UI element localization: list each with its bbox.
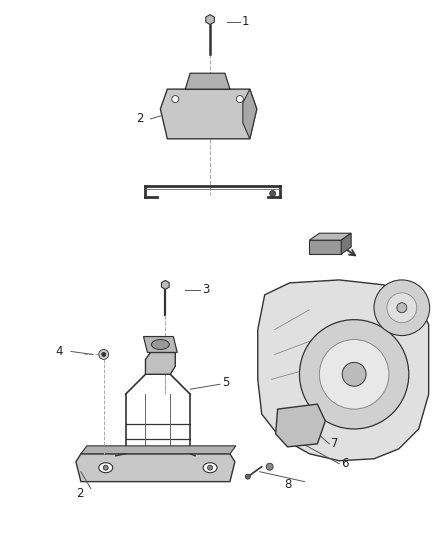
- Ellipse shape: [152, 340, 170, 350]
- Circle shape: [237, 95, 244, 102]
- Polygon shape: [145, 352, 175, 374]
- Text: FWD: FWD: [304, 243, 325, 252]
- Text: 5: 5: [222, 376, 230, 389]
- Circle shape: [397, 303, 407, 313]
- Polygon shape: [160, 89, 257, 139]
- Polygon shape: [206, 14, 214, 25]
- Text: 2: 2: [76, 487, 84, 500]
- Text: 4: 4: [56, 345, 63, 358]
- Polygon shape: [258, 280, 429, 461]
- Circle shape: [342, 362, 366, 386]
- Polygon shape: [309, 240, 341, 254]
- Polygon shape: [243, 89, 257, 139]
- Circle shape: [103, 465, 108, 470]
- Polygon shape: [76, 454, 235, 482]
- Circle shape: [300, 320, 409, 429]
- Circle shape: [319, 340, 389, 409]
- Polygon shape: [185, 73, 230, 89]
- Text: 1: 1: [242, 15, 249, 28]
- Text: 8: 8: [284, 478, 292, 491]
- Polygon shape: [309, 233, 351, 240]
- Circle shape: [270, 190, 276, 197]
- Polygon shape: [341, 233, 351, 254]
- Circle shape: [374, 280, 430, 336]
- Polygon shape: [276, 404, 325, 447]
- Circle shape: [387, 293, 417, 322]
- Text: 7: 7: [331, 438, 339, 450]
- Circle shape: [245, 474, 250, 479]
- Circle shape: [266, 463, 273, 470]
- Polygon shape: [162, 280, 169, 289]
- Circle shape: [99, 350, 109, 359]
- Circle shape: [102, 352, 106, 357]
- Text: 3: 3: [202, 284, 209, 296]
- Ellipse shape: [99, 463, 113, 473]
- Ellipse shape: [203, 463, 217, 473]
- Circle shape: [208, 465, 212, 470]
- Polygon shape: [144, 336, 177, 352]
- Circle shape: [172, 95, 179, 102]
- Text: 2: 2: [136, 112, 144, 125]
- Text: 6: 6: [341, 457, 349, 470]
- Polygon shape: [81, 446, 236, 454]
